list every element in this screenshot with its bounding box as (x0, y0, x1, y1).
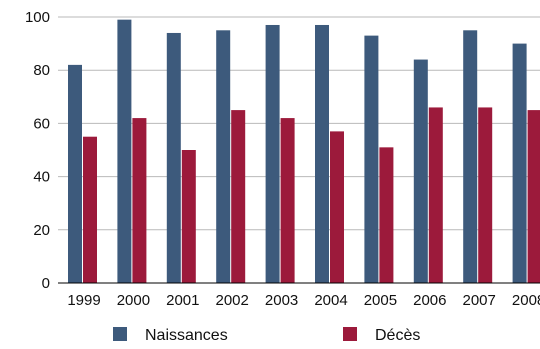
x-tick-label: 2006 (413, 292, 446, 309)
bar-deces-2005 (379, 147, 394, 283)
x-tick-label: 2007 (463, 292, 496, 309)
y-tick-label: 60 (33, 115, 50, 132)
bar-naissances-2001 (166, 32, 181, 284)
bar-naissances-2002 (216, 30, 231, 283)
x-tick-label: 2008 (512, 292, 540, 309)
y-tick-label: 0 (42, 275, 50, 292)
bar-naissances-2005 (364, 35, 379, 284)
legend: Naissances Décès (113, 327, 420, 344)
y-tick-label: 40 (33, 169, 50, 186)
x-tick-label: 2000 (117, 292, 150, 309)
bar-naissances-2000 (117, 19, 132, 283)
bars (68, 19, 540, 284)
y-tick-label: 100 (25, 9, 50, 26)
y-tick-label: 80 (33, 62, 50, 79)
bar-naissances-2006 (413, 59, 428, 284)
bar-naissances-2003 (265, 24, 280, 283)
x-tick-label: 2004 (314, 292, 347, 309)
x-tick-label: 1999 (67, 292, 100, 309)
bar-deces-2007 (478, 107, 493, 283)
bar-deces-1999 (83, 136, 97, 283)
legend-swatch (113, 327, 127, 341)
y-tick-label: 20 (33, 222, 50, 239)
bar-deces-2004 (330, 131, 344, 283)
x-tick-label: 2002 (216, 292, 249, 309)
x-tick-label: 2001 (166, 292, 199, 309)
bar-naissances-2007 (463, 30, 478, 283)
bar-deces-2002 (231, 110, 246, 283)
bar-deces-2000 (132, 118, 147, 283)
bar-deces-2003 (280, 118, 295, 283)
bar-naissances-2008 (512, 43, 527, 283)
bar-naissances-2004 (315, 24, 329, 283)
legend-label: Décès (375, 327, 420, 344)
legend-label: Naissances (145, 327, 228, 344)
x-axis-ticks: 1999 2000 2001 2002 2003 2004 2005 2006 2007 2008 (67, 292, 540, 309)
legend-swatch (343, 327, 357, 341)
bar-deces-2008 (527, 110, 540, 283)
x-tick-label: 2005 (364, 292, 397, 309)
x-tick-label: 2003 (265, 292, 298, 309)
bar-deces-2006 (428, 107, 443, 283)
bar-naissances-1999 (68, 64, 82, 283)
y-axis-ticks: 0 20 40 60 80 100 (25, 9, 50, 292)
bar-deces-2001 (181, 150, 196, 283)
